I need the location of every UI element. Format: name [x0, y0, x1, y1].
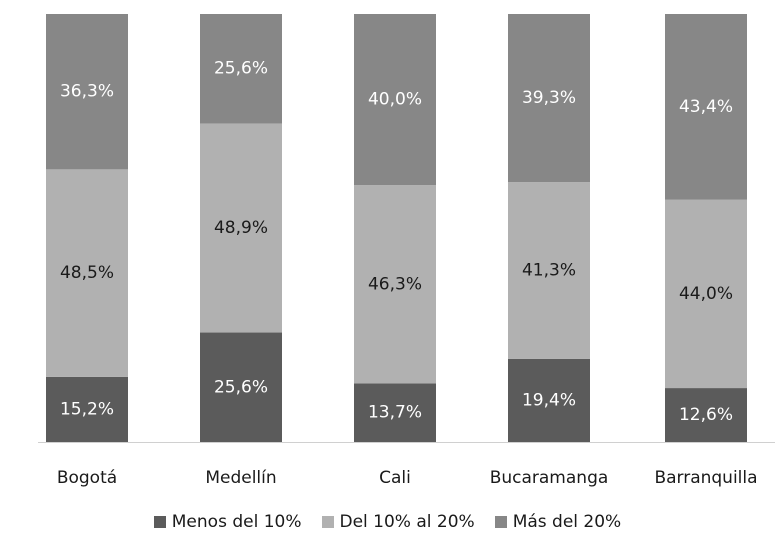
bar-segment-3-5	[665, 14, 747, 200]
data-label-3-4: 39,3%	[522, 88, 576, 108]
bar-segment-1-1	[46, 376, 128, 442]
bar-segment-2-4	[508, 182, 590, 359]
data-label-1-1: 15,2%	[60, 399, 114, 419]
legend-item-2: Del 10% al 20%	[321, 512, 475, 532]
data-label-1-2: 25,6%	[214, 377, 268, 397]
bar-segment-3-1	[46, 14, 128, 170]
legend-item-1: Menos del 10%	[153, 512, 302, 532]
data-label-3-5: 43,4%	[679, 97, 733, 117]
data-label-3-1: 36,3%	[60, 82, 114, 102]
legend-label-3: Más del 20%	[512, 512, 622, 532]
bar-segment-1-5	[665, 388, 747, 442]
legend-label-2: Del 10% al 20%	[339, 512, 475, 532]
data-label-1-5: 12,6%	[679, 405, 733, 425]
x-tick-label-5: Barranquilla	[654, 468, 757, 488]
bar-segment-1-4	[508, 358, 590, 442]
bar-segment-1-3	[354, 383, 436, 442]
bar-segment-2-3	[354, 185, 436, 384]
bar-segment-2-2	[200, 123, 282, 333]
x-tick-label-2: Medellín	[205, 468, 276, 488]
data-label-2-2: 48,9%	[214, 218, 268, 238]
legend: Menos del 10% Del 10% al 20% Más del 20%	[0, 512, 775, 532]
bar-segment-3-2	[200, 14, 282, 124]
bar-segment-3-4	[508, 14, 590, 183]
data-label-2-3: 46,3%	[368, 274, 422, 294]
category-labels-group: Bogotá Medellín Cali Bucaramanga Barranquill…	[57, 468, 758, 488]
x-tick-label-1: Bogotá	[57, 468, 117, 488]
x-tick-label-4: Bucaramanga	[490, 468, 609, 488]
legend-swatch-1	[153, 516, 166, 528]
bars-group	[46, 14, 747, 442]
data-label-2-5: 44,0%	[679, 284, 733, 304]
segment-labels-group: 15,2% 48,5% 36,3% 25,6% 48,9% 25,6% 13,7% 46,3%…	[60, 59, 733, 425]
data-label-1-4: 19,4%	[522, 390, 576, 410]
x-tick-label-3: Cali	[379, 468, 411, 488]
legend-item-3: Más del 20%	[494, 512, 622, 532]
legend-label-1: Menos del 10%	[171, 512, 302, 532]
legend-swatch-2	[321, 516, 334, 528]
bar-segment-2-1	[46, 169, 128, 377]
bar-segment-2-5	[665, 199, 747, 389]
data-label-2-1: 48,5%	[60, 263, 114, 283]
data-label-3-2: 25,6%	[214, 59, 268, 79]
bar-segment-3-3	[354, 14, 436, 186]
data-label-1-3: 13,7%	[368, 403, 422, 423]
bar-segment-1-2	[200, 332, 282, 442]
data-label-3-3: 40,0%	[368, 90, 422, 110]
legend-swatch-3	[494, 516, 507, 528]
data-label-2-4: 41,3%	[522, 261, 576, 281]
